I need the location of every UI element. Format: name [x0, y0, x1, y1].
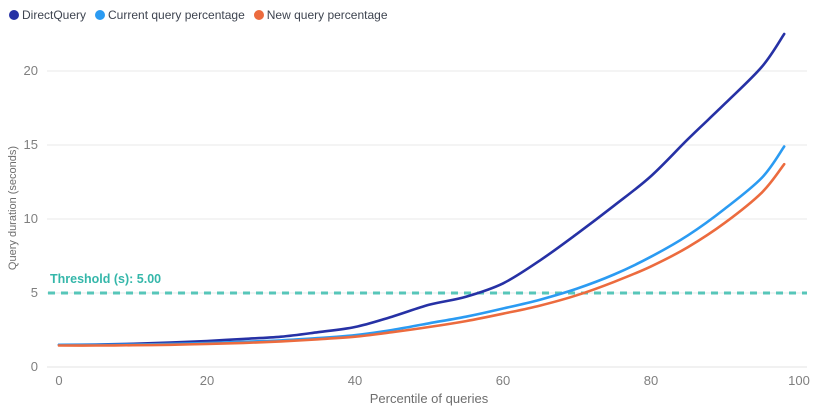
x-tick-label: 40 — [347, 373, 363, 388]
x-tick-label: 80 — [643, 373, 659, 388]
threshold-label: Threshold (s): 5.00 — [50, 272, 162, 286]
y-tick-label: 20 — [23, 63, 38, 78]
legend: DirectQuery Current query percentage New… — [9, 8, 388, 22]
y-tick-label: 0 — [30, 359, 38, 374]
legend-label-directquery: DirectQuery — [22, 8, 87, 22]
legend-dot-directquery-icon — [9, 10, 19, 20]
x-tick-label: 20 — [199, 373, 215, 388]
y-tick-label: 10 — [23, 211, 38, 226]
legend-item-new-query-percentage[interactable]: New query percentage — [253, 8, 388, 22]
x-tick-label: 100 — [788, 373, 810, 388]
legend-label-new-query-percentage: New query percentage — [266, 8, 388, 22]
series-line-current-query-percentage[interactable] — [57, 145, 786, 347]
y-tick-label: 5 — [30, 285, 38, 300]
legend-item-directquery[interactable]: DirectQuery — [9, 8, 86, 22]
series-line-new-query-percentage[interactable] — [57, 162, 786, 347]
x-tick-label: 60 — [495, 373, 511, 388]
legend-item-current-query-percentage[interactable]: Current query percentage — [95, 8, 245, 22]
legend-dot-current-query-percentage-icon — [95, 10, 106, 20]
legend-dot-new-query-percentage-icon — [253, 10, 264, 20]
y-axis-title: Query duration (seconds) — [7, 145, 19, 271]
y-tick-label: 15 — [23, 137, 38, 152]
series-line-directquery[interactable] — [57, 32, 786, 347]
x-tick-label: 0 — [55, 373, 63, 388]
legend-label-current-query-percentage: Current query percentage — [108, 8, 245, 22]
x-axis-title: Percentile of queries — [369, 391, 489, 406]
